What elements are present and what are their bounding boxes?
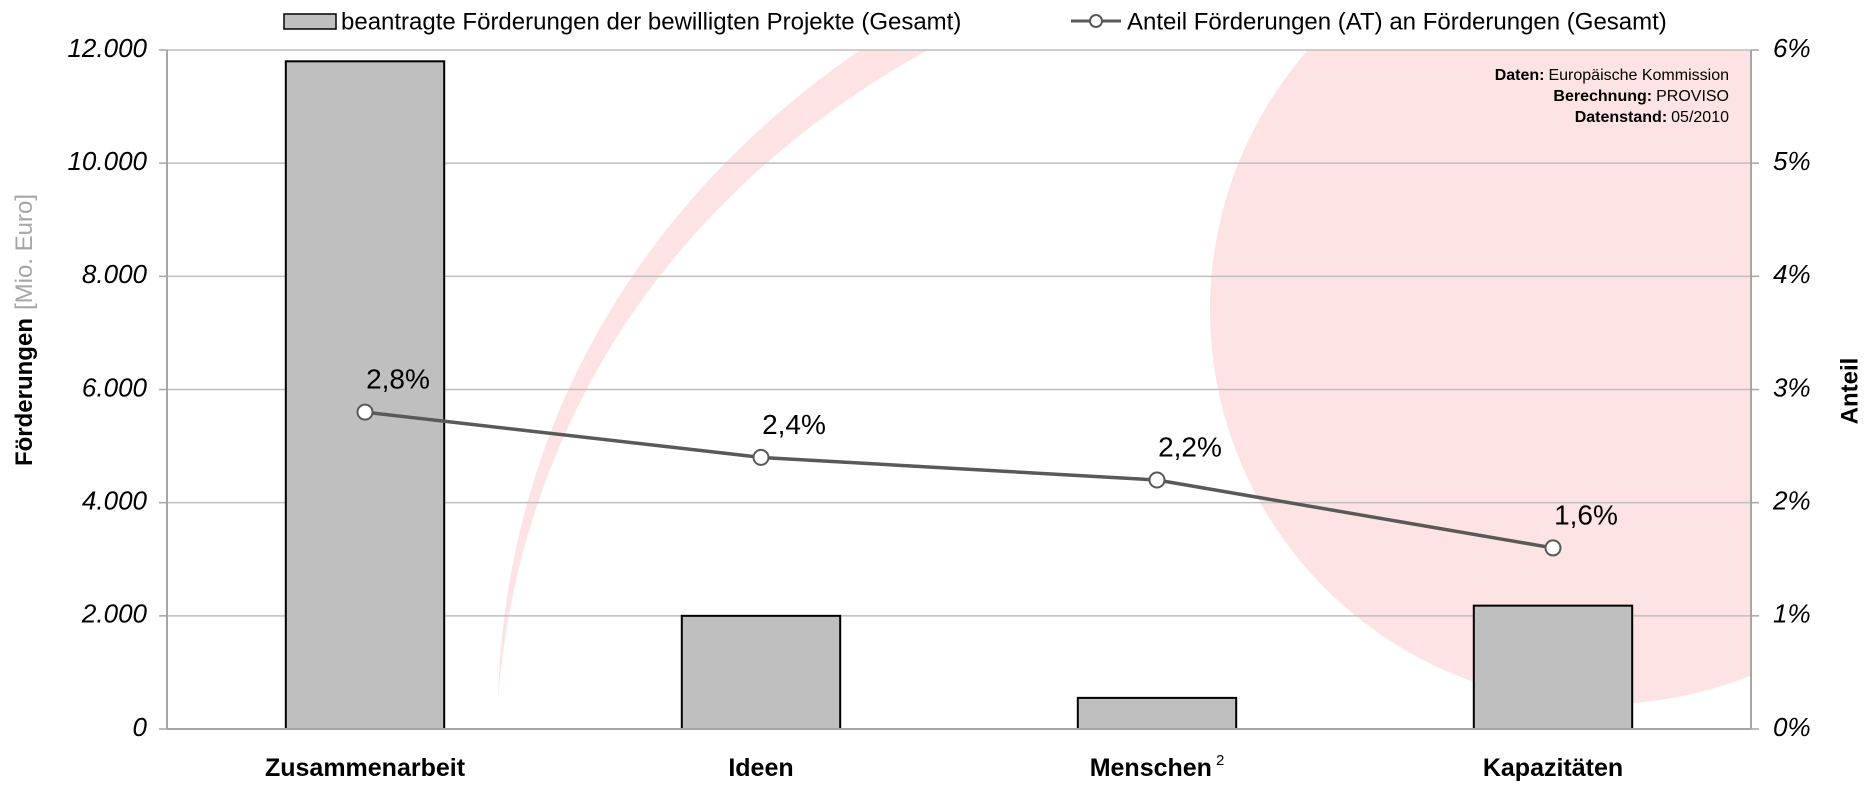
y-axis-label: Förderungen [Mio. Euro] [11, 194, 38, 466]
line-marker [356, 403, 374, 421]
source-text: PROVISO [1656, 88, 1729, 105]
x-tick-label: Ideen [728, 754, 793, 782]
y-tick-label: 2.000 [81, 599, 148, 629]
legend-label: beantragte Förderungen der bewilligten P… [341, 8, 961, 35]
y-tick-label: 8.000 [82, 259, 148, 289]
legend-swatch-marker [1089, 14, 1103, 28]
legend-label: Anteil Förderungen (AT) an Förderungen (… [1127, 8, 1667, 35]
source-line: Datenstand: 05/2010 [1575, 109, 1729, 126]
legend: beantragte Förderungen der bewilligten P… [283, 8, 1667, 35]
y2-tick-label: 3% [1773, 372, 1811, 402]
y2-tick-label: 1% [1773, 599, 1811, 629]
bar [1472, 604, 1634, 730]
data-label: 2,4% [762, 409, 826, 440]
x-tick-label: Kapazitäten [1483, 754, 1623, 782]
y2-tick-label: 5% [1773, 146, 1811, 176]
category-name: Ideen [728, 754, 793, 782]
y2-axis-label: Anteil [1836, 358, 1863, 425]
x-tick-label: Menschen 2 [1090, 752, 1225, 782]
y-tick-label: 12.000 [67, 33, 147, 63]
data-label: 1,6% [1554, 499, 1618, 530]
legend-swatch-bar [283, 13, 337, 30]
bar [1076, 696, 1238, 730]
category-footnote: 2 [1216, 752, 1224, 769]
source-text: Europäische Kommission [1548, 67, 1729, 84]
category-name: Menschen [1090, 754, 1212, 782]
y-tick-label: 0 [133, 712, 148, 742]
y2-tick-label: 6% [1773, 33, 1811, 63]
data-label: 2,2% [1158, 431, 1222, 462]
line-marker [1544, 539, 1562, 557]
y2-tick-label: 2% [1772, 486, 1811, 516]
source-label: Datenstand: [1575, 109, 1667, 126]
y-tick-label: 6.000 [82, 372, 148, 402]
data-label: 2,8% [366, 364, 430, 395]
line-marker [752, 448, 770, 466]
source-label: Berechnung: [1553, 88, 1652, 105]
y-tick-label: 4.000 [82, 486, 148, 516]
y2-tick-label: 0% [1773, 712, 1811, 742]
bar [680, 614, 842, 730]
y2-tick-label: 4% [1773, 259, 1811, 289]
source-label: Daten: [1495, 67, 1545, 84]
source-note: Daten: Europäische Kommission Berechnung: P… [1495, 67, 1729, 126]
source-line: Berechnung: PROVISO [1553, 88, 1729, 105]
bar [284, 60, 446, 731]
x-tick-label: Zusammenarbeit [265, 754, 466, 782]
background-decoration [498, 50, 1751, 704]
y-axis-title: Förderungen [11, 318, 38, 466]
source-line: Daten: Europäische Kommission [1495, 67, 1729, 84]
category-name: Kapazitäten [1483, 754, 1623, 782]
category-name: Zusammenarbeit [265, 754, 466, 782]
y-axis-unit: [Mio. Euro] [11, 194, 38, 310]
source-text: 05/2010 [1671, 109, 1729, 126]
line-marker [1148, 471, 1166, 489]
y-tick-label: 10.000 [67, 146, 147, 176]
line [364, 410, 1554, 550]
